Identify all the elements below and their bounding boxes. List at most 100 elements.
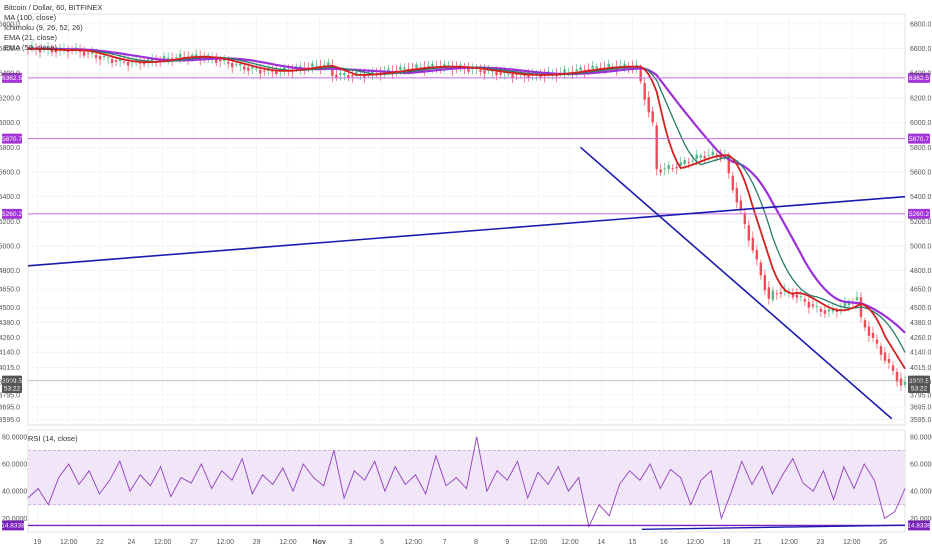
candle-body: [575, 69, 578, 72]
candle-body: [591, 65, 594, 69]
candle-body: [110, 59, 114, 63]
price-ytick-left: 5600.0: [0, 169, 20, 176]
candle-body: [663, 168, 666, 170]
candle-body: [835, 310, 839, 313]
rsi-ytick-left: 80.0000: [2, 434, 27, 441]
price-badge-right: [908, 72, 930, 83]
candle-body: [495, 72, 498, 76]
candle-body: [371, 70, 374, 74]
x-tick-label: 22: [96, 539, 104, 546]
rsi-ytick-left: 60.0000: [2, 462, 27, 469]
price-ytick-right: 4260.0: [910, 335, 932, 342]
candle-body: [683, 160, 686, 164]
candle-body: [215, 58, 218, 63]
candle-body: [235, 64, 238, 65]
candle-body: [511, 74, 514, 78]
x-tick-label: 12:00: [279, 539, 297, 546]
price-badge-left-text: 6362.5: [2, 75, 22, 82]
candle-body: [106, 57, 110, 59]
rsi-ytick-right: 60.0000: [910, 462, 932, 469]
candle-body: [715, 154, 718, 156]
rsi-line: [27, 436, 906, 529]
price-ytick-left: 4500.0: [0, 305, 20, 312]
candle-body: [743, 212, 747, 225]
price-ytick-left: 3695.0: [0, 405, 20, 412]
price-ytick-left: 4380.0: [0, 320, 20, 327]
price-badge-left: [2, 72, 22, 83]
candle-body: [98, 56, 102, 60]
candle-body: [819, 308, 823, 312]
legend-ma100: MA (100, close): [4, 13, 57, 22]
candle-body: [251, 66, 254, 69]
candle-body: [315, 65, 318, 67]
candle-body: [387, 68, 390, 72]
level-layer: 6362.5 6362.5 5870.7 5870.7 5260.2 5260.2 3909…: [1, 72, 931, 531]
price-badge-left-text: 5870.7: [2, 136, 22, 143]
candle-body: [811, 304, 815, 307]
x-tick-label: 19: [33, 539, 41, 546]
candle-body: [731, 175, 734, 191]
price-ytick-right: 6600.0: [910, 46, 932, 53]
candle-body: [335, 74, 338, 78]
candle-body: [399, 66, 402, 71]
price-ytick-left: 3795.0: [0, 392, 20, 399]
candle-body: [735, 188, 739, 203]
candle-body: [903, 381, 907, 385]
candle-body: [343, 72, 346, 76]
candle-body: [655, 125, 658, 170]
candle-body: [619, 65, 622, 67]
candle-body: [351, 75, 354, 77]
candle-body: [86, 52, 90, 54]
price-ytick-left: 5000.0: [0, 244, 20, 251]
price-ytick-left: 3595.0: [0, 417, 20, 424]
x-tick-label: 12:00: [843, 539, 861, 546]
candle-body: [843, 302, 847, 308]
candle-body: [775, 293, 779, 295]
candle-body: [311, 63, 314, 67]
candle-body: [847, 301, 851, 306]
candle-body: [643, 83, 646, 100]
candle-body: [855, 297, 859, 300]
candle-body: [863, 320, 867, 328]
candle-body: [50, 49, 54, 53]
candle-body: [483, 70, 486, 74]
trend-layer: [27, 146, 906, 530]
candle-body: [651, 111, 654, 123]
x-tick-label: 29: [253, 539, 261, 546]
candle-body: [815, 305, 819, 307]
price-pane-frame: [27, 13, 906, 426]
x-tick-label: 12:00: [60, 539, 78, 546]
candle-body: [807, 301, 811, 308]
candle-body: [595, 66, 598, 69]
candle-body: [431, 63, 434, 67]
price-ytick-left: 6800.0: [0, 21, 20, 28]
price-ytick-left: 6400.0: [0, 71, 20, 78]
candle-body: [759, 262, 763, 276]
rsi-ytick-right: 20.0000: [910, 516, 932, 523]
rsi-title: RSI (14, close): [28, 434, 78, 443]
price-ytick-left: 6600.0: [0, 46, 20, 53]
legend-ema50: EMA (50, close): [4, 43, 57, 52]
price-ytick-right: 6400.0: [910, 71, 932, 78]
candle-body: [891, 365, 895, 371]
candle-body: [755, 250, 759, 260]
price-badge-left: [2, 382, 22, 393]
price-ytick-left: 4015.0: [0, 365, 20, 372]
rsi-badge-right: [908, 520, 930, 531]
candle-body: [507, 73, 510, 75]
price-ytick-right: 5800.0: [910, 145, 932, 152]
candle-body: [471, 68, 474, 70]
candle-body: [695, 154, 698, 160]
x-tick-label: 12:00: [154, 539, 172, 546]
x-tick-label: 12:00: [561, 539, 579, 546]
candle-body: [427, 65, 430, 67]
candle-body: [166, 57, 170, 60]
rsi-band: [28, 450, 905, 505]
candle-body: [707, 154, 710, 156]
candle-body: [259, 69, 262, 74]
x-tick-label: 24: [127, 539, 135, 546]
candle-body: [403, 67, 406, 70]
price-ytick-right: 3900.0: [910, 379, 932, 386]
rsi-trendline: [641, 524, 906, 530]
price-ytick-left: 4800.0: [0, 268, 20, 275]
